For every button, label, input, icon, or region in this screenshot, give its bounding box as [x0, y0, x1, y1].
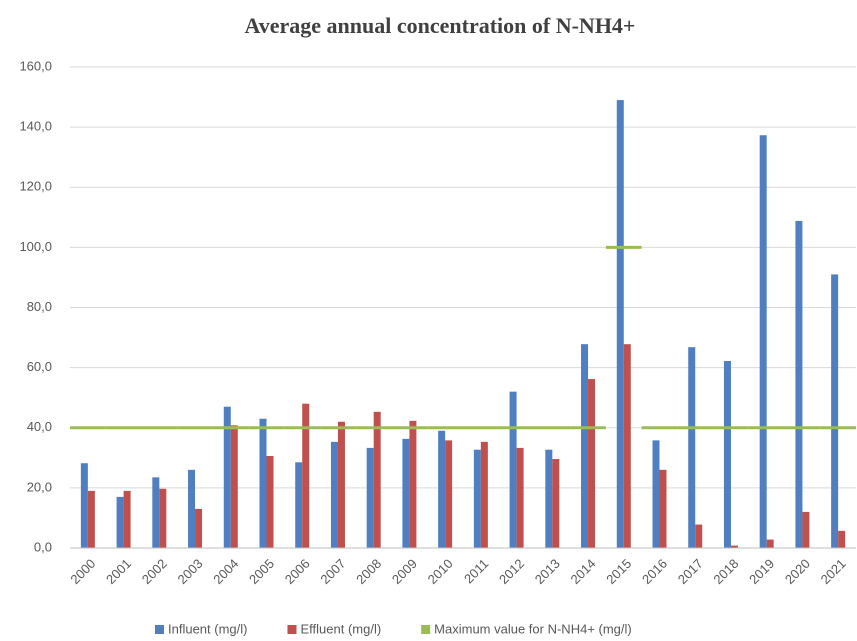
bar: [330, 441, 338, 548]
x-tick-label: 2002: [139, 556, 170, 587]
x-tick-label: 2013: [532, 556, 563, 587]
bar: [266, 456, 274, 548]
bar: [552, 459, 560, 548]
bar: [688, 347, 696, 548]
bar: [659, 469, 667, 548]
bar: [509, 391, 517, 548]
legend-label: Maximum value for N-NH4+ (mg/l): [434, 621, 632, 636]
bar: [195, 508, 203, 548]
bar: [623, 344, 631, 548]
bar: [438, 430, 446, 548]
bar: [831, 274, 839, 548]
bar: [723, 361, 731, 548]
bar: [259, 418, 267, 548]
bar: [87, 490, 95, 548]
y-tick-label: 120,0: [19, 179, 52, 194]
bar: [373, 411, 381, 548]
bar: [116, 496, 124, 548]
bar: [188, 469, 196, 548]
x-tick-label: 2004: [210, 556, 241, 587]
x-tick-label: 2021: [818, 556, 849, 587]
y-tick-label: 100,0: [19, 239, 52, 254]
y-tick-label: 20,0: [27, 479, 52, 494]
x-tick-label: 2007: [317, 556, 348, 587]
bar: [302, 403, 310, 548]
x-tick-label: 2000: [67, 556, 98, 587]
x-tick-label: 2020: [782, 556, 813, 587]
legend-marker: [287, 625, 297, 634]
bar: [366, 447, 374, 548]
x-tick-label: 2015: [603, 556, 634, 587]
bar: [766, 539, 774, 548]
bar: [223, 406, 231, 548]
bar: [802, 511, 810, 548]
legend-label: Influent (mg/l): [168, 621, 247, 636]
legend-marker: [155, 625, 164, 634]
bar: [695, 524, 703, 548]
bar: [295, 462, 303, 548]
chart-title: Average annual concentration of N-NH4+: [245, 13, 636, 38]
x-tick-label: 2012: [496, 556, 527, 587]
x-tick-label: 2011: [461, 556, 491, 586]
bar: [80, 463, 88, 548]
bar: [230, 425, 238, 548]
x-tick-label: 2001: [103, 556, 134, 587]
y-tick-label: 160,0: [19, 58, 52, 73]
legend-label: Effluent (mg/l): [300, 621, 381, 636]
x-tick-label: 2005: [246, 556, 277, 587]
bar: [730, 545, 738, 548]
x-tick-label: 2003: [175, 556, 206, 587]
bar: [123, 490, 131, 548]
bar: [545, 449, 553, 548]
bar: [409, 420, 417, 548]
bar: [581, 344, 589, 548]
x-tick-label: 2009: [389, 556, 420, 587]
bar: [759, 135, 767, 548]
x-tick-label: 2014: [568, 556, 599, 587]
legend-marker: [421, 625, 431, 634]
y-tick-label: 140,0: [19, 119, 52, 134]
y-tick-label: 60,0: [27, 359, 52, 374]
bar: [445, 440, 453, 548]
bar: [159, 488, 167, 548]
x-tick-label: 2008: [353, 556, 384, 587]
bar: [838, 530, 846, 548]
x-tick-label: 2016: [639, 556, 670, 587]
bar: [473, 449, 481, 548]
bar: [588, 379, 596, 548]
x-tick-label: 2019: [746, 556, 777, 587]
bar: [337, 421, 345, 548]
bar: [795, 220, 803, 549]
bar: [616, 100, 624, 548]
bar: [480, 441, 488, 548]
bar: [652, 440, 660, 548]
bar: [516, 447, 524, 548]
y-tick-label: 80,0: [27, 299, 52, 314]
bar: [402, 438, 410, 548]
x-tick-label: 2010: [425, 556, 456, 587]
y-tick-label: 0,0: [34, 539, 52, 554]
x-tick-label: 2017: [675, 556, 706, 587]
x-tick-label: 2018: [710, 556, 741, 587]
bar: [152, 477, 160, 548]
x-tick-label: 2006: [282, 556, 313, 587]
y-tick-label: 40,0: [27, 419, 52, 434]
